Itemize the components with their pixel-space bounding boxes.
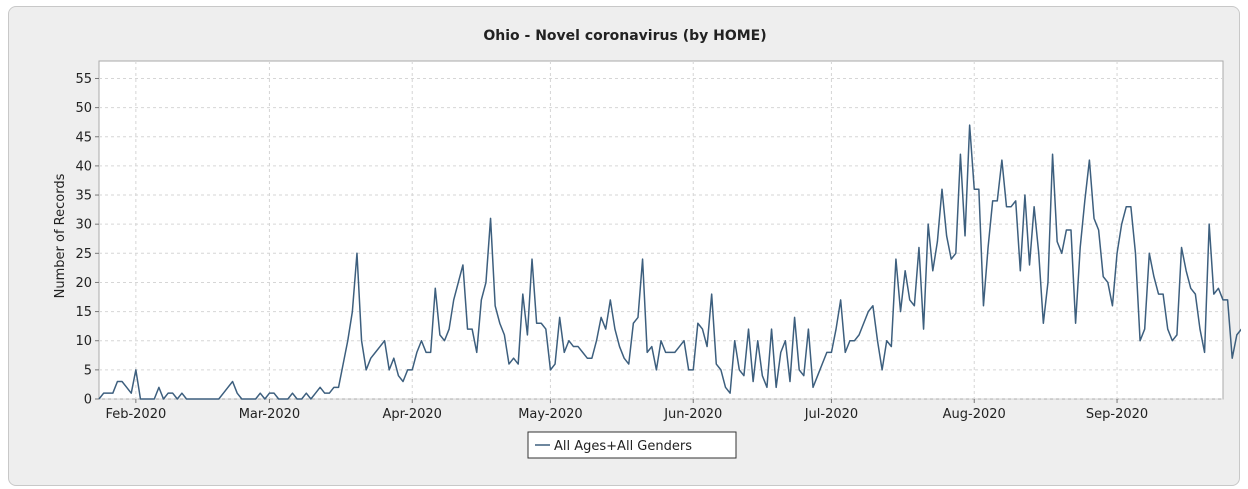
- y-tick-label: 20: [75, 276, 92, 291]
- chart-title: Ohio - Novel coronavirus (by HOME): [483, 28, 766, 44]
- y-tick-label: 45: [75, 130, 92, 145]
- y-axis: 0 5 10 15 20 25 30 35 40 45 50 55: [75, 72, 99, 408]
- chart-panel: Ohio - Novel coronavirus (by HOME) Numbe…: [8, 6, 1241, 486]
- y-tick-label: 10: [75, 334, 92, 349]
- y-tick-label: 35: [75, 189, 92, 204]
- x-tick-label: Apr-2020: [383, 407, 442, 422]
- legend-label: All Ages+All Genders: [554, 439, 692, 454]
- y-tick-label: 15: [75, 305, 92, 320]
- x-tick-label: May-2020: [518, 407, 582, 422]
- y-tick-label: 25: [75, 247, 92, 262]
- legend-box: [527, 431, 737, 459]
- x-tick-label: Feb-2020: [105, 407, 166, 422]
- y-axis-label: Number of Records: [53, 173, 68, 298]
- y-tick-label: 0: [84, 393, 92, 408]
- x-tick-label: Jul-2020: [804, 407, 858, 422]
- x-axis: Feb-2020 Mar-2020 Apr-2020 May-2020 Jun-2020…: [105, 399, 1148, 422]
- y-tick-label: 55: [75, 72, 92, 87]
- x-tick-label: Jun-2020: [663, 407, 722, 422]
- series-layer: [98, 124, 1241, 400]
- y-tick-label: 5: [84, 363, 92, 378]
- y-tick-label: 50: [75, 101, 92, 116]
- plot-area: [98, 60, 1224, 400]
- x-tick-label: Aug-2020: [943, 407, 1006, 422]
- legend: All Ages+All Genders: [527, 431, 737, 459]
- x-tick-label: Mar-2020: [239, 407, 300, 422]
- y-tick-label: 30: [75, 218, 92, 233]
- series-line: [98, 124, 1241, 400]
- x-tick-label: Sep-2020: [1086, 407, 1148, 422]
- line-chart: Ohio - Novel coronavirus (by HOME) Numbe…: [53, 28, 1241, 459]
- y-tick-label: 40: [75, 159, 92, 174]
